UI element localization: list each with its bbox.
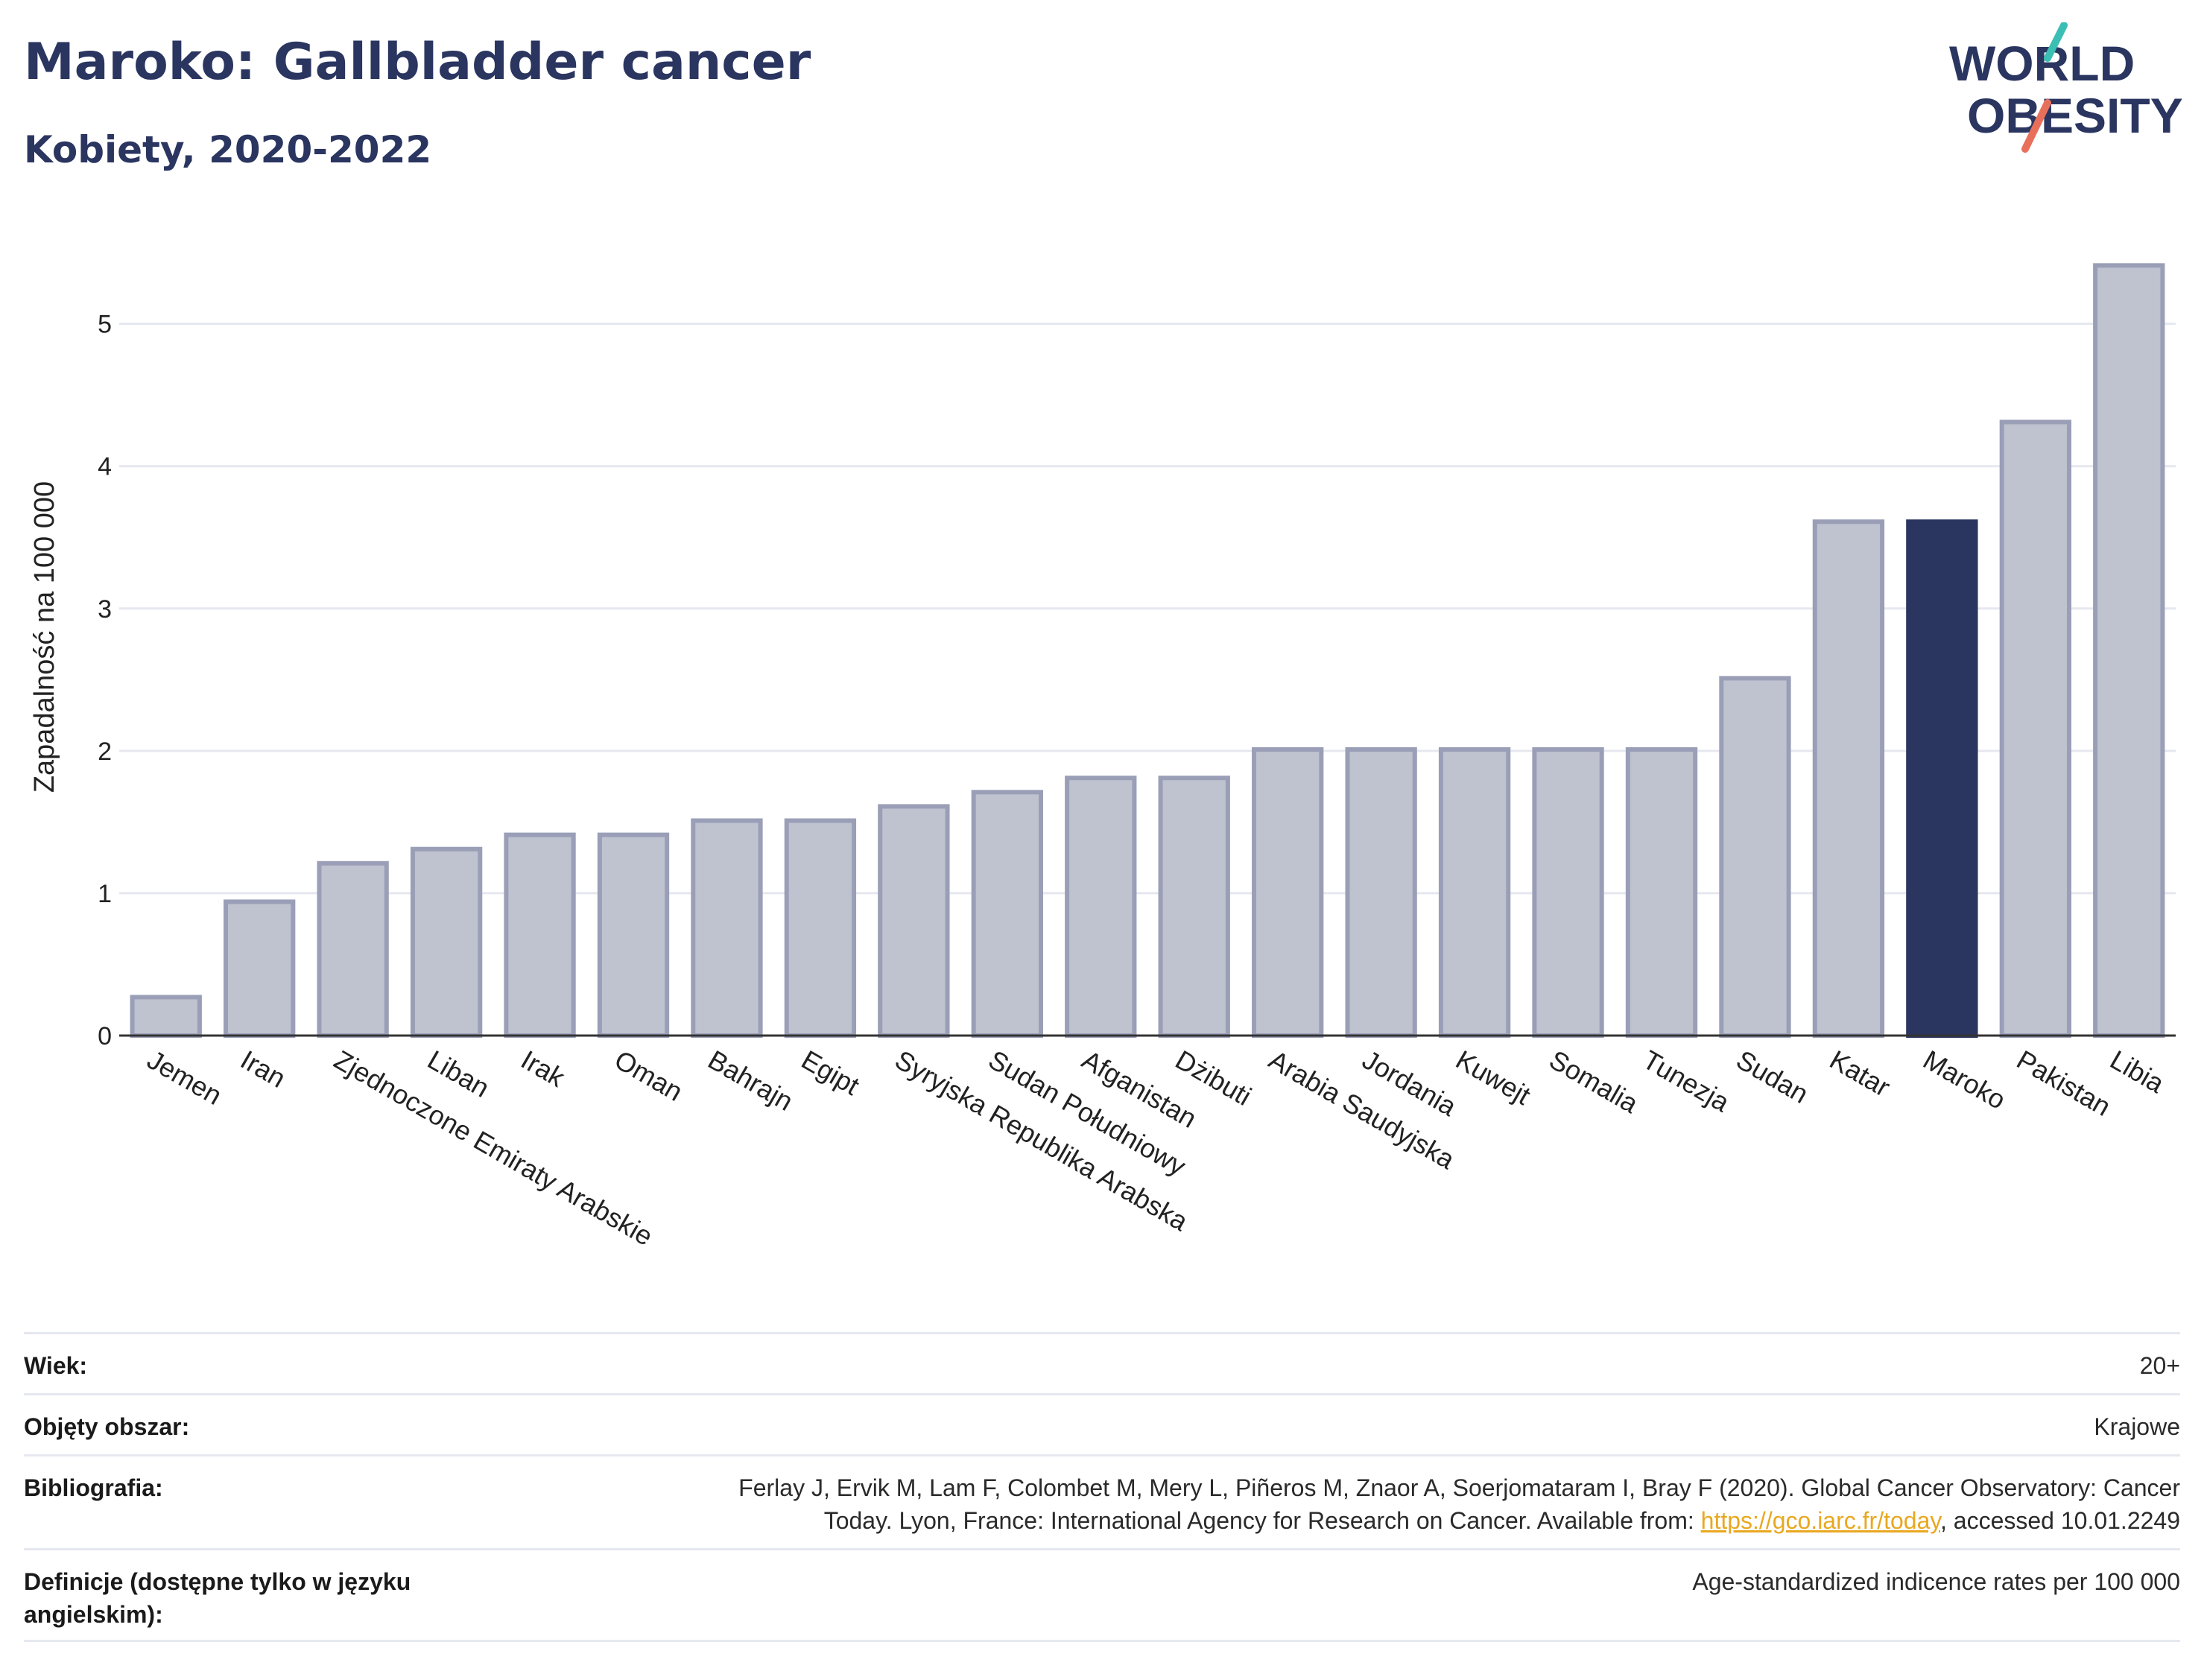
- bar: [1812, 519, 1885, 1038]
- bar: [1906, 519, 1978, 1038]
- x-tick-label: Irak: [516, 1044, 571, 1093]
- y-tick-label: 4: [98, 453, 112, 481]
- bar: [1438, 747, 1511, 1038]
- page-subtitle: Kobiety, 2020-2022: [24, 128, 432, 171]
- meta-value: 20+: [2139, 1352, 2180, 1379]
- bar: [410, 846, 483, 1038]
- meta-value: Krajowe: [2094, 1413, 2180, 1440]
- bar: [878, 804, 950, 1038]
- bar: [224, 899, 296, 1038]
- bibliography-line2: Today. Lyon, France: International Agenc…: [738, 1504, 2180, 1537]
- bar: [317, 860, 389, 1039]
- y-tick-label: 1: [98, 880, 112, 908]
- meta-label: Definicje (dostępne tylko w języku angie…: [24, 1568, 411, 1628]
- meta-label: Wiek:: [24, 1352, 88, 1379]
- meta-label: Bibliografia:: [24, 1474, 163, 1501]
- bar: [1158, 776, 1230, 1039]
- meta-value: Ferlay J, Ervik M, Lam F, Colombet M, Me…: [738, 1471, 2180, 1548]
- x-tick-label: Iran: [235, 1044, 291, 1094]
- bar: [597, 832, 670, 1038]
- meta-label: Objęty obszar:: [24, 1413, 190, 1440]
- x-tick-label: Liban: [422, 1044, 495, 1103]
- meta-row-bibliography: Bibliografia: Ferlay J, Ervik M, Lam F, …: [24, 1454, 2180, 1548]
- y-tick-label: 3: [98, 595, 112, 624]
- logo-line2: OBESITY: [1967, 88, 2183, 143]
- metadata-table: Wiek: 20+ Objęty obszar: Krajowe Bibliog…: [24, 1332, 2180, 1642]
- y-tick-label: 5: [98, 311, 112, 339]
- y-tick-label: 2: [98, 738, 112, 766]
- logo-line1: WORLD: [1949, 36, 2135, 91]
- bar: [1345, 747, 1417, 1038]
- bar: [130, 995, 202, 1039]
- meta-row-age: Wiek: 20+: [24, 1332, 2180, 1393]
- meta-row-area: Objęty obszar: Krajowe: [24, 1393, 2180, 1454]
- x-tick-label: Kuwejt: [1451, 1044, 1536, 1111]
- x-tick-label: Sudan: [1731, 1044, 1814, 1109]
- bar: [1532, 747, 1604, 1038]
- bar-chart: 0 1 2 3 4 5 Zapadalność na 100 000 Jemen Iran Zje…: [29, 263, 2176, 1252]
- bibliography-line1: Ferlay J, Ervik M, Lam F, Colombet M, Me…: [738, 1474, 2180, 1501]
- x-tick-label: Pakistan: [2012, 1044, 2116, 1122]
- world-obesity-logo: WORLD OBESITY: [1945, 22, 2191, 156]
- x-tick-label: Somalia: [1545, 1044, 1644, 1119]
- y-axis-label: Zapadalność na 100 000: [29, 481, 60, 793]
- bar: [1065, 776, 1137, 1039]
- x-tick-label: Tunezja: [1638, 1044, 1735, 1118]
- x-tick-label: Zjednoczone Emiraty Arabskie: [329, 1044, 659, 1252]
- bibliography-link[interactable]: https://gco.iarc.fr/today: [1700, 1507, 1940, 1534]
- x-tick-label: Katar: [1825, 1044, 1896, 1103]
- x-tick-label: Libia: [2105, 1044, 2170, 1099]
- x-tick-label: Oman: [609, 1044, 688, 1107]
- page-title: Maroko: Gallbladder cancer: [24, 33, 811, 92]
- meta-row-definitions: Definicje (dostępne tylko w języku angie…: [24, 1548, 2180, 1642]
- x-tick-label: Maroko: [1918, 1044, 2010, 1115]
- x-tick-label: Bahrajn: [703, 1044, 798, 1117]
- x-tick-label: Jemen: [142, 1044, 227, 1111]
- meta-value: Age-standardized indicence rates per 100…: [1692, 1568, 2180, 1595]
- bar: [784, 818, 857, 1039]
- bar: [1625, 747, 1698, 1038]
- bar: [1999, 419, 2071, 1038]
- bar: [504, 832, 576, 1038]
- bar: [1252, 747, 1324, 1038]
- bar: [1719, 676, 1791, 1038]
- bibliography-accessed: , accessed 10.01.2249: [1939, 1507, 2180, 1534]
- bar: [691, 818, 763, 1039]
- bar: [971, 790, 1043, 1038]
- y-tick-label: 0: [98, 1022, 112, 1050]
- bibliography-text: Today. Lyon, France: International Agenc…: [823, 1507, 1701, 1534]
- bar: [2093, 263, 2165, 1038]
- x-tick-label: Egipt: [797, 1044, 865, 1101]
